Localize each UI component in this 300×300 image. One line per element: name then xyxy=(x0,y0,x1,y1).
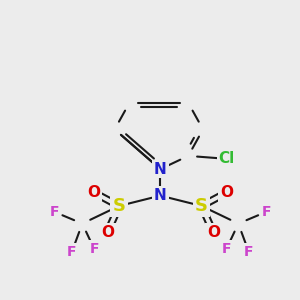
Text: O: O xyxy=(88,185,100,200)
Text: F: F xyxy=(50,205,59,219)
Text: O: O xyxy=(101,225,114,240)
Text: F: F xyxy=(222,242,231,256)
Text: F: F xyxy=(67,244,77,259)
Text: N: N xyxy=(154,162,167,177)
Text: Cl: Cl xyxy=(218,151,235,166)
Text: O: O xyxy=(207,225,220,240)
Text: O: O xyxy=(220,185,233,200)
Text: F: F xyxy=(89,242,99,256)
Text: N: N xyxy=(154,188,167,203)
Text: F: F xyxy=(244,244,254,259)
Text: F: F xyxy=(262,205,271,219)
Text: S: S xyxy=(195,197,208,215)
Text: S: S xyxy=(112,197,126,215)
